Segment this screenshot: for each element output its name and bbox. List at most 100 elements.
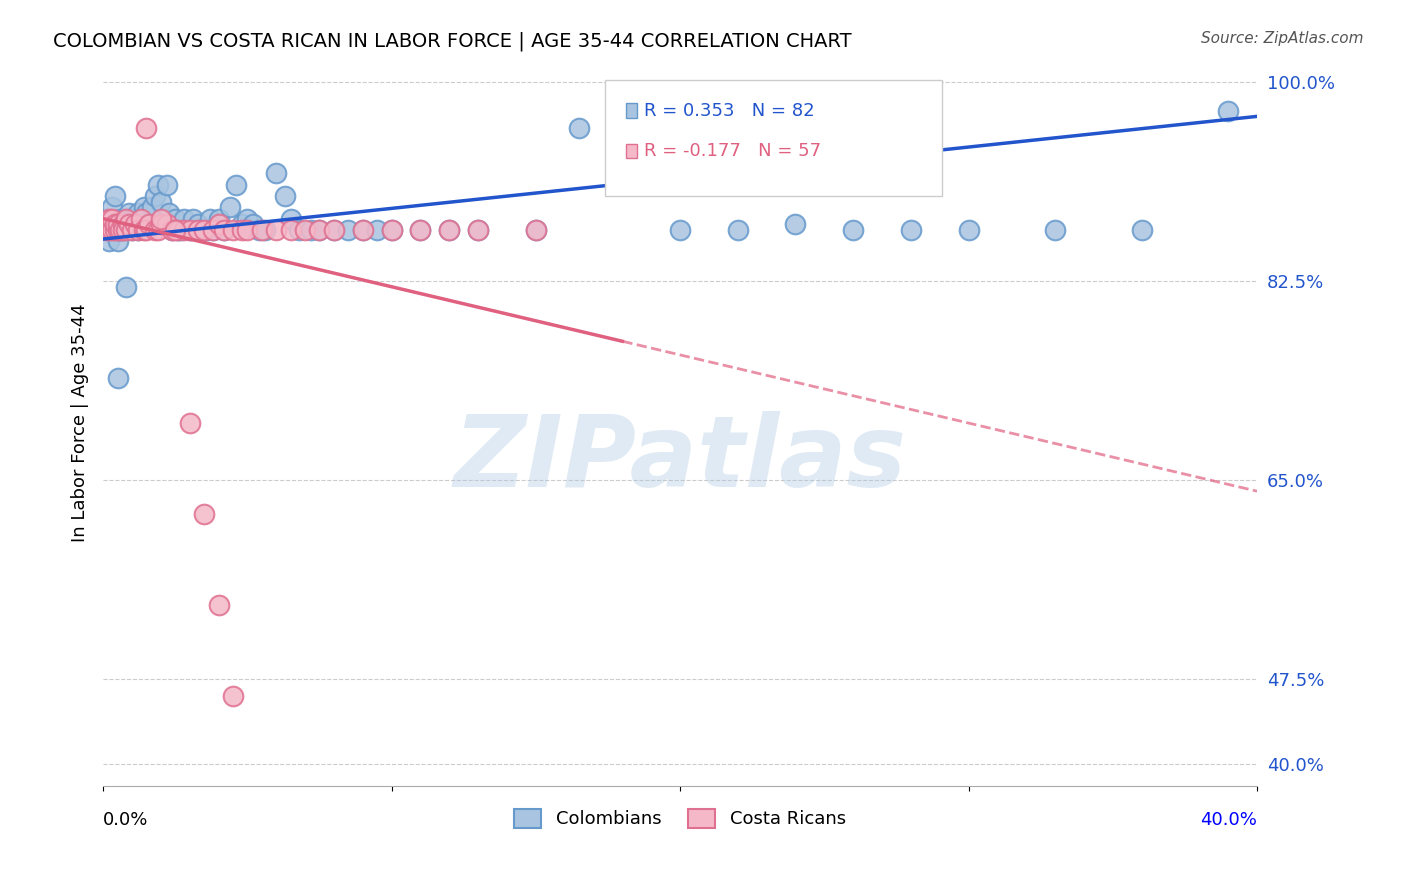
- Point: [264, 223, 287, 237]
- Point: [143, 189, 166, 203]
- Point: [187, 217, 209, 231]
- Point: [110, 211, 132, 226]
- Point: [524, 223, 547, 237]
- Point: [322, 223, 344, 237]
- Point: [524, 223, 547, 237]
- Point: [135, 217, 157, 231]
- Point: [132, 223, 155, 237]
- Point: [236, 211, 259, 226]
- Point: [409, 223, 432, 237]
- Point: [187, 223, 209, 237]
- Point: [236, 223, 259, 237]
- Point: [104, 223, 127, 237]
- Legend: Colombians, Costa Ricans: Colombians, Costa Ricans: [508, 802, 853, 836]
- Point: [198, 211, 221, 226]
- Point: [900, 223, 922, 237]
- Point: [409, 223, 432, 237]
- Point: [135, 206, 157, 220]
- Point: [173, 211, 195, 226]
- Text: ZIPatlas: ZIPatlas: [454, 411, 907, 508]
- Point: [115, 217, 138, 231]
- Point: [1130, 223, 1153, 237]
- Point: [118, 217, 141, 231]
- Point: [124, 217, 146, 231]
- Point: [179, 223, 201, 237]
- Point: [193, 223, 215, 237]
- Point: [112, 223, 135, 237]
- Point: [785, 217, 807, 231]
- Point: [842, 223, 865, 237]
- Point: [222, 223, 245, 237]
- Point: [1218, 103, 1240, 118]
- Point: [957, 223, 980, 237]
- Point: [110, 223, 132, 237]
- Point: [121, 211, 143, 226]
- Point: [222, 689, 245, 703]
- Point: [138, 217, 160, 231]
- Point: [127, 223, 149, 237]
- Point: [179, 416, 201, 430]
- Point: [439, 223, 461, 237]
- Text: Source: ZipAtlas.com: Source: ZipAtlas.com: [1201, 31, 1364, 46]
- Point: [115, 211, 138, 226]
- Point: [149, 211, 172, 226]
- Point: [207, 217, 229, 231]
- Point: [143, 223, 166, 237]
- Point: [308, 223, 330, 237]
- Point: [280, 223, 302, 237]
- Point: [294, 223, 316, 237]
- Point: [352, 223, 374, 237]
- Point: [167, 223, 190, 237]
- Point: [155, 178, 177, 192]
- Point: [127, 223, 149, 237]
- Point: [439, 223, 461, 237]
- Point: [214, 223, 236, 237]
- Point: [118, 217, 141, 231]
- Text: R = -0.177   N = 57: R = -0.177 N = 57: [644, 142, 821, 160]
- Point: [184, 223, 207, 237]
- Point: [146, 223, 169, 237]
- Point: [97, 223, 120, 237]
- Point: [135, 223, 157, 237]
- Point: [94, 223, 117, 237]
- Point: [250, 223, 273, 237]
- Point: [231, 217, 253, 231]
- Point: [219, 200, 242, 214]
- Point: [299, 223, 322, 237]
- Text: 0.0%: 0.0%: [103, 812, 149, 830]
- Point: [669, 223, 692, 237]
- Point: [467, 223, 489, 237]
- Point: [124, 211, 146, 226]
- Point: [352, 223, 374, 237]
- Point: [115, 211, 138, 226]
- Point: [381, 223, 404, 237]
- Point: [322, 223, 344, 237]
- Point: [170, 223, 193, 237]
- Point: [207, 598, 229, 612]
- Point: [107, 370, 129, 384]
- Point: [101, 223, 124, 237]
- Point: [129, 211, 152, 226]
- Point: [264, 166, 287, 180]
- Point: [107, 223, 129, 237]
- Point: [337, 223, 360, 237]
- Point: [124, 217, 146, 231]
- Point: [195, 223, 218, 237]
- Point: [612, 120, 634, 135]
- Point: [107, 223, 129, 237]
- Point: [112, 223, 135, 237]
- Point: [118, 206, 141, 220]
- Point: [112, 217, 135, 231]
- Point: [727, 223, 749, 237]
- Point: [280, 211, 302, 226]
- Point: [247, 223, 270, 237]
- Point: [110, 223, 132, 237]
- Point: [1043, 223, 1066, 237]
- Point: [167, 223, 190, 237]
- Point: [162, 223, 184, 237]
- Point: [107, 235, 129, 249]
- Point: [155, 217, 177, 231]
- Point: [274, 189, 297, 203]
- Point: [201, 223, 224, 237]
- Point: [165, 211, 187, 226]
